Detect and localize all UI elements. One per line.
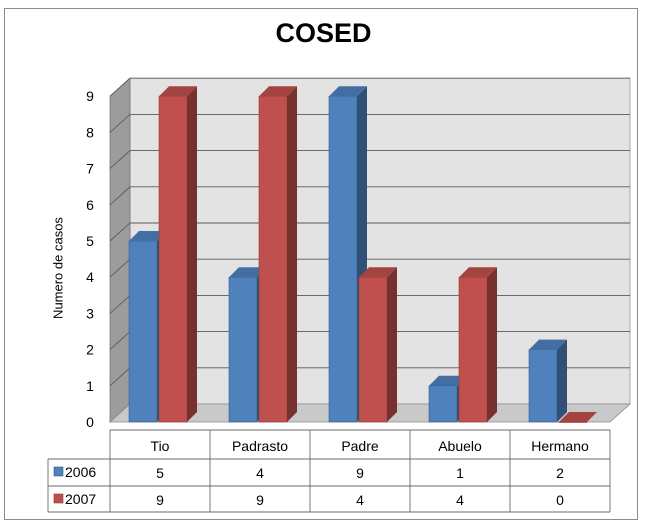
bar-2006-Padre [328, 95, 358, 423]
gridline-side [109, 77, 131, 97]
bar-2006-Hermano [528, 349, 558, 423]
bar-top-2007-Abuelo [459, 267, 497, 278]
gridline-side [109, 222, 131, 242]
bar-top-2006-Hermano [529, 339, 567, 350]
bar-side-2007-Tio [187, 86, 197, 422]
bar-top-2007-Tio [159, 86, 197, 97]
chart-title: COSED [275, 18, 372, 48]
data-value: 4 [256, 465, 264, 481]
data-value: 0 [556, 492, 564, 508]
x-category-label: Hermano [531, 438, 589, 454]
data-value: 4 [456, 492, 464, 508]
data-value: 5 [156, 465, 164, 481]
gridline-side [109, 150, 131, 169]
legend-swatch-2007 [53, 493, 64, 504]
gridline-side [109, 295, 131, 314]
gridline-side [109, 367, 131, 387]
bar-top-2007-Padre [359, 267, 397, 278]
data-value: 2 [556, 465, 564, 481]
data-value: 1 [456, 465, 464, 481]
y-tick-label: 2 [86, 342, 94, 358]
gridline-side [109, 258, 131, 278]
data-value: 9 [156, 492, 164, 508]
y-tick-label: 7 [86, 161, 94, 177]
y-tick-label: 3 [86, 305, 94, 321]
bar-2007-Tio [158, 95, 188, 423]
y-tick-label: 9 [86, 88, 94, 104]
legend-swatch-2006 [53, 466, 64, 477]
legend-label-2007: 2007 [65, 491, 96, 507]
data-value: 9 [356, 465, 364, 481]
y-tick-label: 8 [86, 124, 94, 140]
y-tick-label: 5 [86, 233, 94, 249]
data-value: 9 [256, 492, 264, 508]
gridline-side [109, 331, 131, 350]
bar-top-2006-Padre [329, 86, 367, 97]
x-category-label: Padrasto [232, 438, 288, 454]
gridline-side [109, 186, 131, 206]
bar-top-2007-Padrasto [259, 86, 297, 97]
bar-side-2007-Abuelo [487, 267, 497, 422]
y-tick-label: 0 [86, 414, 94, 430]
legend-label-2006: 2006 [65, 464, 96, 480]
bar-2007-Padrasto [258, 95, 288, 423]
y-tick-label: 4 [86, 269, 94, 285]
bar-side-2007-Padrasto [287, 86, 297, 422]
bar-2006-Tio [128, 240, 158, 423]
bar-side-2006-Hermano [557, 339, 567, 422]
bar-2007-Padre [358, 276, 388, 423]
x-category-label: Tio [151, 438, 170, 454]
bar-side-2007-Padre [387, 267, 397, 422]
y-tick-label: 6 [86, 197, 94, 213]
data-value: 4 [356, 492, 364, 508]
bar-top-2006-Abuelo [429, 375, 467, 386]
x-category-label: Padre [341, 438, 379, 454]
x-category-label: Abuelo [438, 438, 482, 454]
bar-2006-Abuelo [428, 385, 458, 423]
bar-top-2006-Tio [129, 231, 167, 241]
bar-top-2006-Padrasto [229, 267, 267, 278]
bar-2007-Abuelo [458, 276, 488, 423]
bar-top-2007-Hermano [559, 412, 597, 422]
bar-2007-Hermano [558, 421, 588, 423]
bar-2006-Padrasto [228, 276, 258, 423]
y-tick-label: 1 [86, 378, 94, 394]
gridline-side [109, 114, 131, 133]
